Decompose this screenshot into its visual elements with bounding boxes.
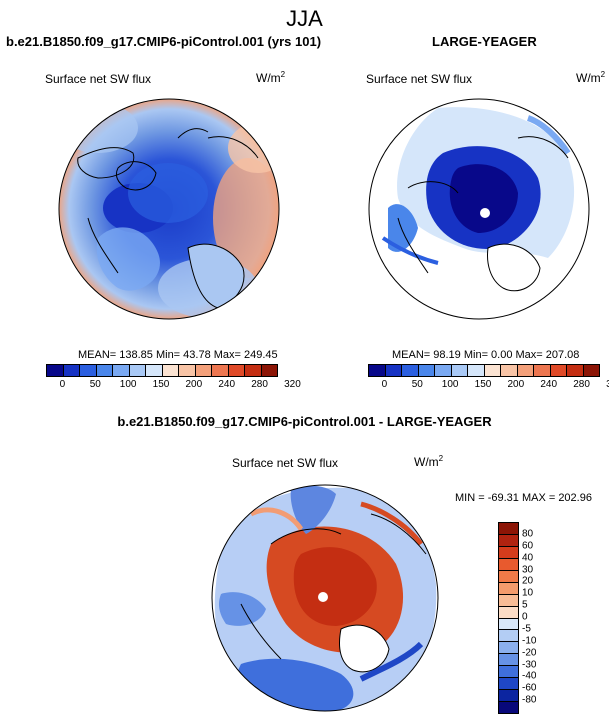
panel1-colorbar-swatch [47, 365, 64, 376]
panel1-colorbar-swatch [179, 365, 196, 376]
panel1-colorbar-swatch [146, 365, 163, 376]
panel2-colorbar-tick-label: 150 [474, 379, 492, 390]
panel1-stats: MEAN= 138.85 Min= 43.78 Max= 249.45 [78, 349, 278, 361]
panel2-colorbar-swatch [385, 365, 402, 376]
panel3-colorbar-tick-label: 60 [522, 540, 534, 552]
panel3-colorbar-tick-label: 10 [522, 587, 534, 599]
panel1-colorbar-swatch [228, 365, 245, 376]
panel1-colorbar-tick-label: 50 [89, 379, 101, 390]
panel3-colorbar-tick-label: -10 [522, 635, 537, 647]
panel2-colorbar-tick-label: 50 [411, 379, 423, 390]
panel2-title: LARGE-YEAGER [432, 34, 537, 49]
panel1-units: W/m2 [256, 70, 286, 85]
panel1-title: b.e21.B1850.f09_g17.CMIP6-piControl.001 … [6, 34, 322, 49]
panel2-colorbar-swatch [435, 365, 452, 376]
panel3-colorbar-tick-label: 80 [522, 528, 534, 540]
panel1-variable-label: Surface net SW flux [45, 72, 152, 86]
panel2-colorbar-swatch [517, 365, 534, 376]
panel3-title: b.e21.B1850.f09_g17.CMIP6-piControl.001 … [117, 414, 492, 429]
panel2-units: W/m2 [576, 70, 606, 85]
panel3-colorbar-swatch [499, 546, 518, 559]
panel3-colorbar-swatch [499, 666, 518, 679]
panel1-colorbar-swatch [245, 365, 262, 376]
panel3-colorbar-swatch [499, 582, 518, 595]
panel2-colorbar-tick-label: 280 [573, 379, 590, 390]
panel3-colorbar-tick-label: -30 [522, 659, 537, 670]
panel2-colorbar-tick-label: 0 [381, 379, 388, 390]
panel1-colorbar-tick-label: 150 [152, 379, 170, 390]
panel2-colorbar-swatch [567, 365, 584, 376]
panel1-colorbar-tick-label: 200 [185, 379, 203, 390]
panel3-colorbar-swatch [499, 630, 518, 643]
panel3-colorbar-tick-label: 5 [522, 599, 528, 611]
panel3-colorbar-ticks: 80 60 40 30 20 10 5 0 -5 -10 -20 -30 -40 -60 -80 [522, 522, 562, 712]
panel3-colorbar-tick-label: 0 [522, 611, 528, 623]
figure-title: JJA [286, 6, 323, 31]
panel3-colorbar-tick-label: 30 [522, 564, 534, 575]
panel3-colorbar-tick-label: -60 [522, 682, 537, 694]
panel3-stats: MIN = -69.31 MAX = 202.96 [455, 492, 592, 504]
panel2-colorbar-swatch [550, 365, 567, 376]
panel3-colorbar-swatch [499, 558, 518, 571]
panel1-colorbar-swatch [162, 365, 179, 376]
panel3-variable-label: Surface net SW flux [232, 456, 339, 470]
panel2-colorbar-swatch [501, 365, 518, 376]
panel3-colorbar-swatch [499, 523, 518, 535]
panel1-colorbar [46, 364, 278, 377]
panel3-colorbar-tick-label: 20 [522, 575, 534, 587]
panel1-polar-map [58, 98, 280, 320]
panel1-colorbar-tick-label: 240 [218, 379, 236, 390]
panel3-units: W/m2 [414, 454, 444, 469]
panel3-colorbar-swatch [499, 606, 518, 619]
panel1-colorbar-swatch [80, 365, 97, 376]
panel2-colorbar [368, 364, 600, 377]
panel3-colorbar-swatch [499, 594, 518, 607]
panel1-colorbar-tick-label: 0 [59, 379, 66, 390]
panel3-colorbar-tick-label: -20 [522, 647, 537, 659]
panel3-colorbar-swatch [499, 678, 518, 691]
panel1-colorbar-swatch [63, 365, 80, 376]
panel1-colorbar-tick-label: 100 [119, 379, 137, 390]
panel3-colorbar-swatch [499, 534, 518, 547]
panel2-colorbar-tick-label: 320 [606, 379, 609, 390]
panel3-colorbar-tick-label: -80 [522, 694, 537, 706]
panel2-polar-map [368, 98, 590, 320]
panel2-colorbar-swatch [534, 365, 551, 376]
panel1-colorbar-swatch [212, 365, 229, 376]
panel3-colorbar-swatch [499, 642, 518, 655]
panel3-colorbar-swatch [499, 654, 518, 667]
panel2-colorbar-swatch [451, 365, 468, 376]
panel2-colorbar-swatch [418, 365, 435, 376]
panel3-colorbar-tick-label: -5 [522, 623, 531, 635]
panel1-colorbar-ticks: 0 50 100 150 200 240 280 320 [46, 379, 301, 391]
panel1-colorbar-swatch [96, 365, 113, 376]
panel3-colorbar-swatch [499, 570, 518, 583]
panel2-colorbar-swatch [583, 365, 599, 376]
panel2-colorbar-swatch [468, 365, 485, 376]
panel3-colorbar [498, 522, 519, 714]
panel3-colorbar-swatch [499, 618, 518, 631]
panel2-colorbar-swatch [484, 365, 501, 376]
panel1-colorbar-swatch [113, 365, 130, 376]
panel3-colorbar-tick-label: 40 [522, 552, 534, 564]
panel2-colorbar-tick-label: 100 [441, 379, 459, 390]
panel1-colorbar-swatch [261, 365, 277, 376]
panel2-colorbar-swatch [369, 365, 386, 376]
panel2-colorbar-tick-label: 200 [507, 379, 525, 390]
panel1-colorbar-tick-label: 280 [251, 379, 268, 390]
panel3-colorbar-swatch [499, 702, 518, 713]
panel1-colorbar-swatch [195, 365, 212, 376]
panel2-colorbar-ticks: 0 50 100 150 200 240 280 320 [368, 379, 609, 391]
panel3-polar-map [211, 484, 439, 712]
panel3-colorbar-tick-label: -40 [522, 670, 537, 682]
panel2-stats: MEAN= 98.19 Min= 0.00 Max= 207.08 [392, 349, 580, 361]
panel2-colorbar-tick-label: 240 [540, 379, 558, 390]
panel2-variable-label: Surface net SW flux [366, 72, 473, 86]
panel3-colorbar-swatch [499, 690, 518, 703]
panel1-colorbar-tick-label: 320 [284, 379, 301, 390]
panel2-colorbar-swatch [402, 365, 419, 376]
panel1-colorbar-swatch [129, 365, 146, 376]
